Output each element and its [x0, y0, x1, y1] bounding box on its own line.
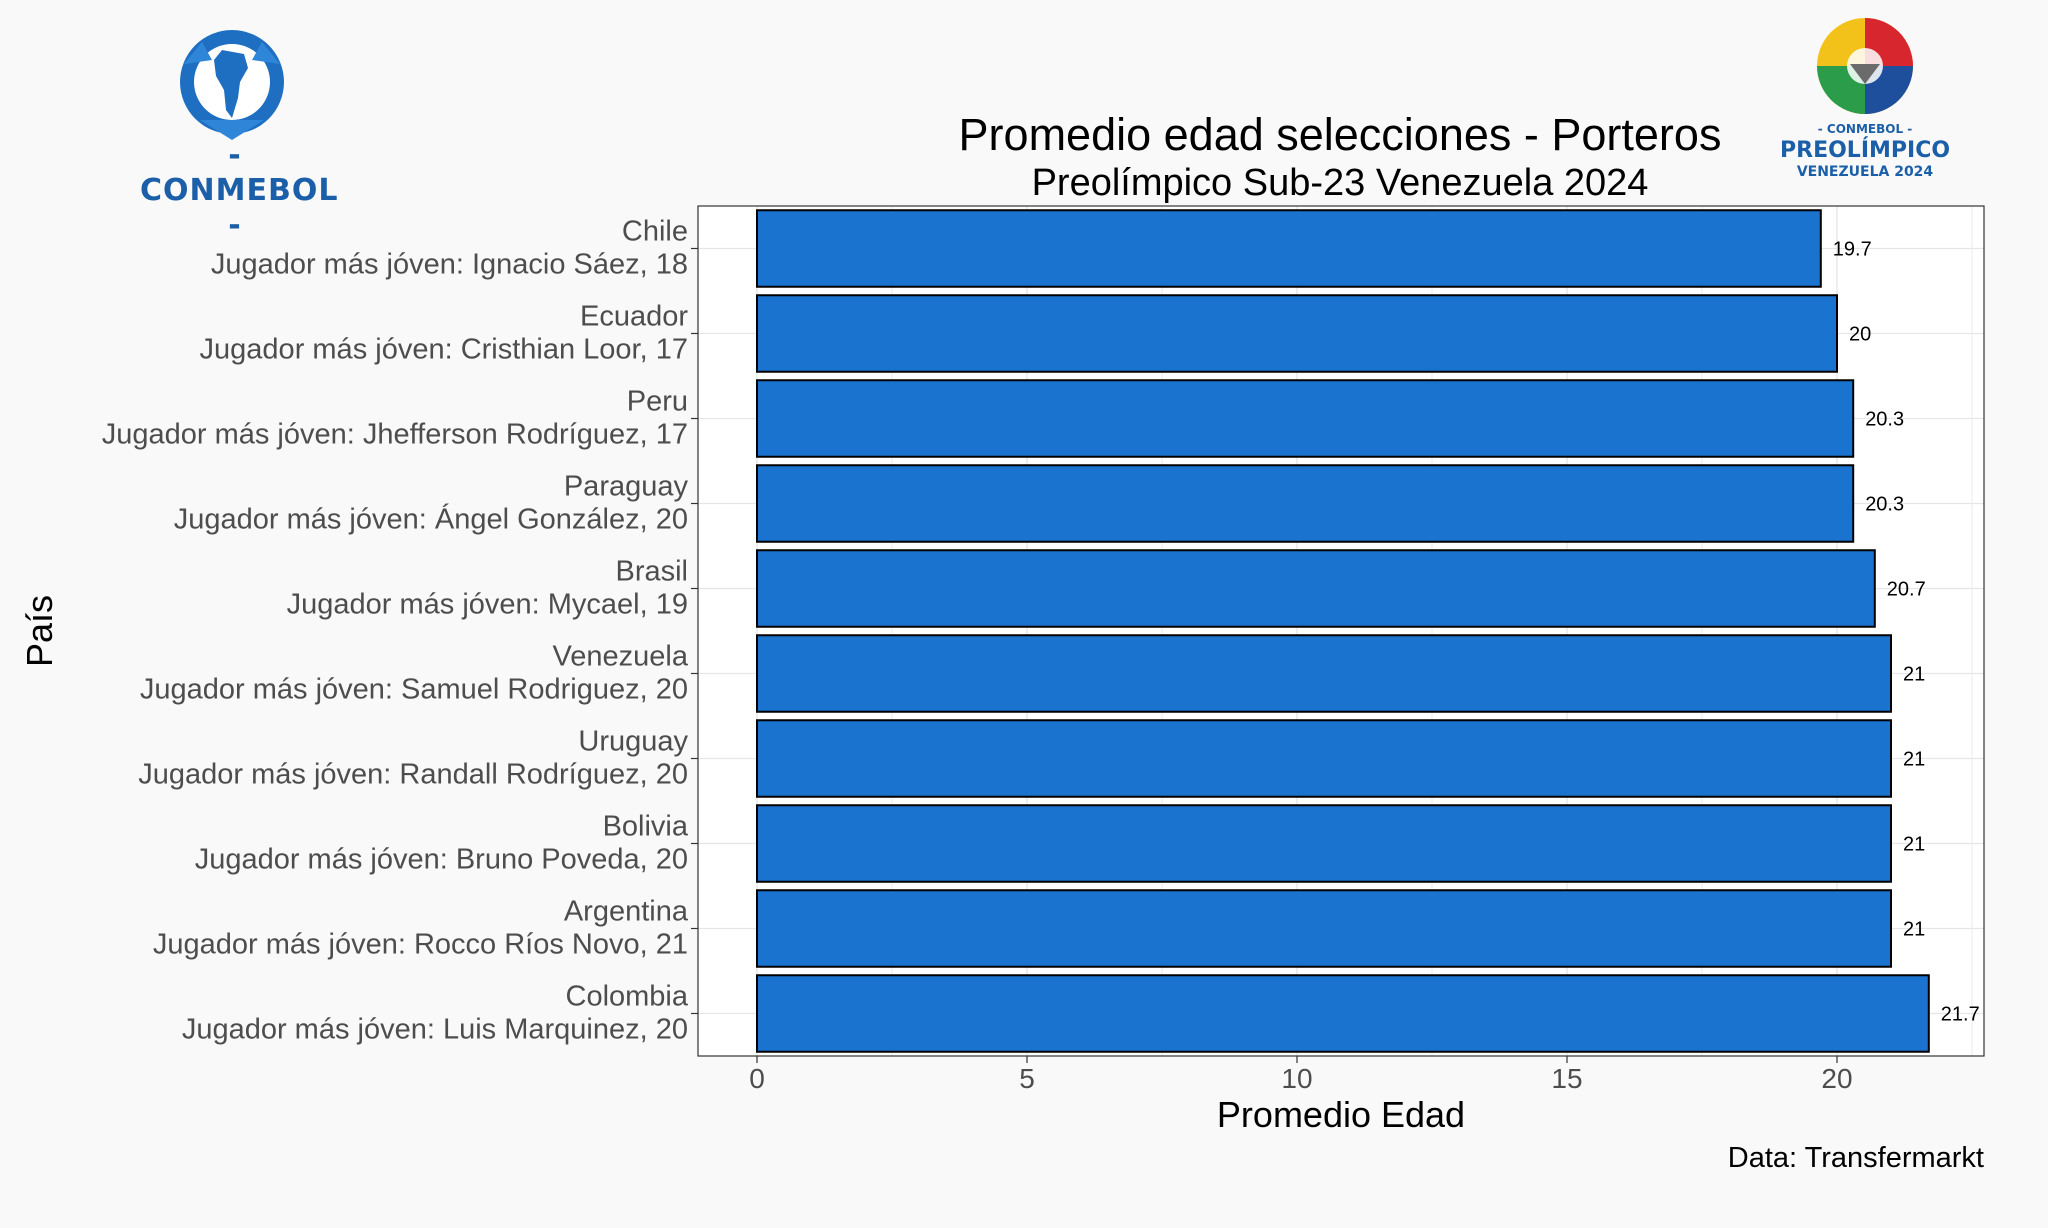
x-tick-label: 20 — [1821, 1063, 1852, 1094]
preolimpico-logo-subtext: VENEZUELA 2024 — [1796, 164, 1934, 180]
bar-value-label: 20.7 — [1887, 579, 1926, 601]
bar-colombia — [756, 974, 1930, 1053]
bar-value-label: 21 — [1903, 834, 1925, 856]
bar-paraguay — [756, 464, 1855, 543]
y-label-youngest-player: Jugador más jóven: Cristhian Loor, 17 — [200, 334, 688, 366]
bar-value-label: 21 — [1903, 749, 1925, 771]
y-axis-title: País — [19, 595, 60, 667]
preolimpico-logo: - CONMEBOL - PREOLÍMPICO VENEZUELA 2024 — [1780, 14, 1950, 184]
plot-border — [697, 205, 1985, 1057]
bar-value-label: 21 — [1903, 919, 1925, 941]
data-source-caption: Data: Transfermarkt — [1728, 1142, 1984, 1174]
y-label-country: Uruguay — [578, 726, 688, 758]
conmebol-logo: - CONMEBOL - — [140, 20, 337, 243]
value-labels: 19.7 20 20.3 20.3 20.7 21 21 21 21 21.7 — [1833, 239, 1980, 1026]
chart-subtitle: Preolímpico Sub-23 Venezuela 2024 — [1032, 162, 1649, 204]
bar-value-label: 21 — [1903, 664, 1925, 686]
conmebol-emblem-icon — [180, 30, 284, 140]
bar-bolivia — [756, 804, 1892, 883]
y-label-youngest-player: Jugador más jóven: Mycael, 19 — [287, 589, 688, 621]
bar-value-label: 20.3 — [1865, 494, 1904, 516]
bar-value-label: 19.7 — [1833, 239, 1872, 261]
bar-uruguay — [756, 719, 1892, 798]
x-tick-label: 0 — [749, 1063, 765, 1094]
y-label-youngest-player: Jugador más jóven: Jhefferson Rodríguez,… — [102, 419, 688, 451]
conmebol-logo-text: - CONMEBOL - — [140, 138, 339, 243]
bar-argentina — [756, 889, 1892, 968]
y-label-youngest-player: Jugador más jóven: Luis Marquinez, 20 — [182, 1014, 688, 1046]
y-label-country: Ecuador — [580, 301, 688, 333]
x-axis-title: Promedio Edad — [1217, 1094, 1465, 1135]
y-label-country: Paraguay — [564, 471, 689, 503]
bar-value-label: 20 — [1849, 324, 1871, 346]
y-label-youngest-player: Jugador más jóven: Ignacio Sáez, 18 — [211, 249, 688, 281]
preolimpico-logo-toptext: - CONMEBOL - — [1817, 122, 1913, 136]
x-tick-label: 5 — [1019, 1063, 1035, 1094]
x-tick-label: 15 — [1551, 1063, 1582, 1094]
y-label-country: Brasil — [615, 556, 688, 588]
y-label-youngest-player: Jugador más jóven: Bruno Poveda, 20 — [195, 844, 688, 876]
bar-peru — [756, 379, 1855, 458]
bar-brasil — [756, 549, 1876, 628]
y-label-country: Venezuela — [553, 641, 689, 673]
y-label-country: Chile — [622, 216, 688, 248]
x-axis-ticks: 0 5 10 15 20 — [749, 1056, 1853, 1094]
bar-value-label: 21.7 — [1941, 1004, 1980, 1026]
bar-value-label: 20.3 — [1865, 409, 1904, 431]
y-label-youngest-player: Jugador más jóven: Randall Rodríguez, 20 — [138, 759, 688, 791]
bar-chile — [756, 209, 1822, 288]
y-label-country: Argentina — [564, 896, 689, 928]
y-label-country: Bolivia — [603, 811, 689, 843]
y-label-youngest-player: Jugador más jóven: Samuel Rodriguez, 20 — [140, 674, 688, 706]
bar-ecuador — [756, 294, 1838, 373]
preolimpico-emblem-icon — [1817, 18, 1913, 114]
preolimpico-logo-maintext: PREOLÍMPICO — [1780, 138, 1951, 163]
y-label-youngest-player: Jugador más jóven: Ángel González, 20 — [174, 503, 688, 536]
x-tick-label: 10 — [1281, 1063, 1312, 1094]
y-label-country: Colombia — [566, 981, 689, 1013]
chart-title: Promedio edad selecciones - Porteros — [959, 109, 1722, 160]
bar-venezuela — [756, 634, 1892, 713]
bars — [756, 209, 1930, 1053]
y-label-youngest-player: Jugador más jóven: Rocco Ríos Novo, 21 — [153, 929, 688, 961]
y-label-country: Peru — [627, 386, 688, 418]
